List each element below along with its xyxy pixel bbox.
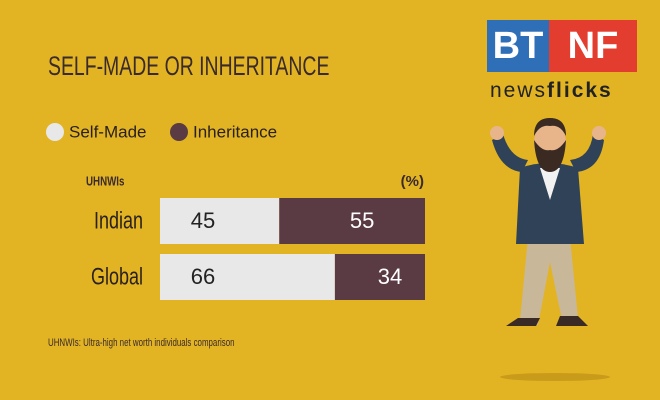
logo-box <box>487 20 549 72</box>
legend-swatch <box>46 123 64 141</box>
logo-box <box>549 20 637 72</box>
y-tick-label: Indian <box>94 208 143 234</box>
logo-tagline-a: news <box>490 79 547 102</box>
y-tick-label: Global <box>91 264 143 290</box>
footnote: UHNWIs: Ultra-high net worth individuals… <box>48 337 235 350</box>
bar-segment <box>334 254 425 300</box>
y-axis-label: UHNWIs <box>86 175 124 189</box>
legend-label: Self-Made <box>69 122 146 141</box>
legend-swatch <box>170 123 188 141</box>
unit-label: (%) <box>401 173 424 190</box>
data-label: 55 <box>350 208 374 233</box>
bar-segment <box>160 254 335 300</box>
logo-text: NF <box>568 25 619 67</box>
logo-tagline: newsflicks <box>490 79 613 102</box>
bar-segment <box>279 198 425 244</box>
logo-text: BT <box>493 25 544 67</box>
data-label: 66 <box>191 264 215 289</box>
chart-title: SELF-MADE OR INHERITANCE <box>48 51 329 81</box>
data-label: 45 <box>191 208 215 233</box>
data-label: 34 <box>378 264 402 289</box>
illustration <box>490 118 610 381</box>
legend-label: Inheritance <box>193 122 277 141</box>
logo-tagline-b: flicks <box>547 79 613 102</box>
bar-segment <box>160 198 280 244</box>
